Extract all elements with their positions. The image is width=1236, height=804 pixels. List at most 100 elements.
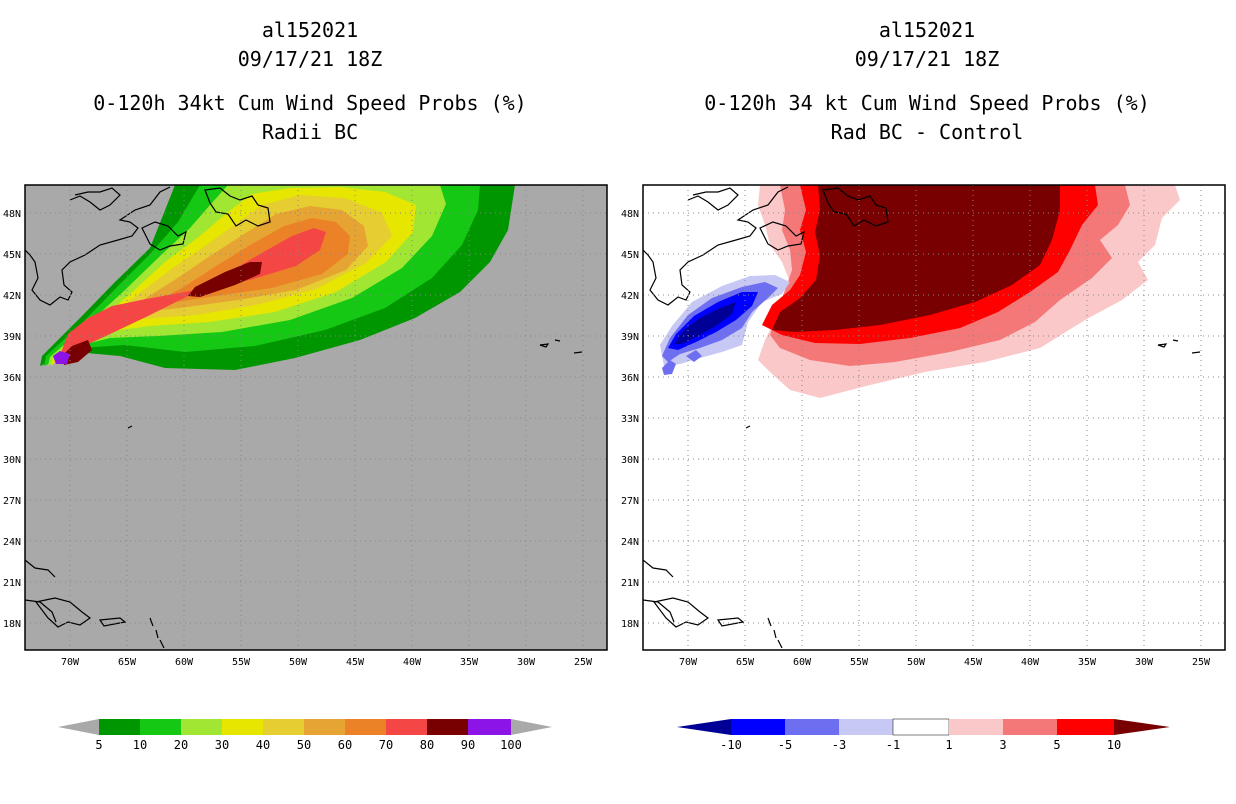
right-x-tick-labels: 70W 65W 60W 55W 50W 45W 40W 35W 30W 25W <box>679 657 1211 668</box>
left-x-tick: 60W <box>175 657 194 668</box>
right-y-tick-labels: 48N 45N 42N 39N 36N 33N 30N 27N 24N 21N … <box>621 209 639 630</box>
right-x-tick: 40W <box>1021 657 1040 668</box>
left-coast-bermuda <box>127 425 133 429</box>
right-colorbar-box-pos5 <box>1057 719 1114 735</box>
right-colorbar-label: -5 <box>778 738 792 752</box>
left-colorbar-box-30 <box>222 719 263 735</box>
right-coast-puerto-rico <box>716 617 745 627</box>
right-coastlines <box>643 186 1201 649</box>
right-diff-neg-blob-2 <box>686 350 702 362</box>
left-colorbar-label: 70 <box>379 738 393 752</box>
left-title-line-2: 09/17/21 18Z <box>238 47 383 71</box>
left-colorbar: 5 10 20 30 40 50 60 70 80 90 100 <box>58 719 552 752</box>
left-y-tick: 45N <box>3 250 21 261</box>
left-colorbar-box-60 <box>345 719 386 735</box>
right-coast-antilles <box>767 617 783 649</box>
left-colorbar-label: 50 <box>297 738 311 752</box>
left-colorbar-label: 10 <box>133 738 147 752</box>
left-coast-azores-1 <box>539 343 550 348</box>
right-x-tick: 35W <box>1078 657 1097 668</box>
left-colorbar-label: 20 <box>174 738 188 752</box>
right-y-tick: 21N <box>621 578 639 589</box>
right-map-frame <box>642 184 1226 651</box>
left-coast-hispaniola <box>34 597 92 628</box>
right-coast-bermuda <box>745 425 751 429</box>
left-contour-90 <box>53 351 70 364</box>
right-title-line-2: 09/17/21 18Z <box>855 47 1000 71</box>
left-x-tick: 35W <box>460 657 479 668</box>
left-x-tick: 40W <box>403 657 422 668</box>
right-x-tick: 25W <box>1192 657 1211 668</box>
left-y-tick: 27N <box>3 496 21 507</box>
left-x-tick: 45W <box>346 657 365 668</box>
right-y-tick: 36N <box>621 373 639 384</box>
right-title-line-3: 0-120h 34 kt Cum Wind Speed Probs (%) <box>704 91 1150 115</box>
left-colorbar-low-arrow <box>58 719 99 735</box>
right-colorbar-label: -3 <box>832 738 846 752</box>
right-colorbar-label: 5 <box>1053 738 1060 752</box>
left-colorbar-label: 100 <box>500 738 522 752</box>
right-x-tick: 60W <box>793 657 812 668</box>
left-y-tick: 24N <box>3 537 21 548</box>
left-colorbar-high-arrow <box>511 719 552 735</box>
left-x-tick: 25W <box>574 657 593 668</box>
left-x-tick: 65W <box>118 657 137 668</box>
left-y-tick-labels: 48N 45N 42N 39N 36N 33N 30N 27N 24N 21N … <box>3 209 21 630</box>
right-colorbar: -10 -5 -3 -1 1 3 5 10 <box>677 718 1170 752</box>
right-colorbar-box-pos3 <box>1003 719 1057 735</box>
right-x-tick: 65W <box>736 657 755 668</box>
left-colorbar-label: 30 <box>215 738 229 752</box>
left-colorbar-box-70 <box>386 719 427 735</box>
left-coast-azores-2 <box>554 339 561 342</box>
left-contour-80-core <box>62 340 92 365</box>
right-x-tick: 50W <box>907 657 926 668</box>
left-y-tick: 39N <box>3 332 21 343</box>
left-map-frame <box>24 184 608 651</box>
left-colorbar-label: 40 <box>256 738 270 752</box>
right-colorbar-box-pos1 <box>949 719 1003 735</box>
left-title-line-1: al152021 <box>262 18 358 42</box>
right-colorbar-box-neg10 <box>731 719 785 735</box>
right-y-tick: 33N <box>621 414 639 425</box>
left-coast-pei <box>141 221 187 251</box>
right-colorbar-label: -10 <box>720 738 742 752</box>
left-y-tick: 18N <box>3 619 21 630</box>
left-colorbar-label: 60 <box>338 738 352 752</box>
right-y-tick: 42N <box>621 291 639 302</box>
right-coast-azores-1 <box>1157 343 1168 348</box>
right-title-line-1: al152021 <box>879 18 975 42</box>
left-coast-azores-3 <box>573 351 583 354</box>
left-colorbar-box-40 <box>263 719 304 735</box>
right-colorbar-box-neg3 <box>839 719 893 735</box>
left-x-tick: 55W <box>232 657 251 668</box>
left-colorbar-box-90 <box>468 719 511 735</box>
left-coast-puerto-rico <box>98 617 127 627</box>
left-colorbar-box-80 <box>427 719 468 735</box>
left-coast-antilles <box>149 617 165 649</box>
left-coast-north-america <box>25 186 171 306</box>
left-x-tick: 70W <box>61 657 80 668</box>
left-x-tick: 50W <box>289 657 308 668</box>
left-contour-80 <box>188 262 262 297</box>
right-x-tick: 30W <box>1135 657 1154 668</box>
left-colorbar-label: 5 <box>95 738 102 752</box>
right-panel: al152021 09/17/21 18Z 0-120h 34 kt Cum W… <box>621 18 1226 752</box>
right-diff-neg-blob-1 <box>662 360 676 375</box>
left-colorbar-box-5 <box>99 719 140 735</box>
right-colorbar-label: -1 <box>886 738 900 752</box>
left-title-line-3: 0-120h 34kt Cum Wind Speed Probs (%) <box>93 91 526 115</box>
left-x-tick: 30W <box>517 657 536 668</box>
left-colorbar-box-10 <box>140 719 181 735</box>
right-coast-gulf <box>687 187 739 211</box>
left-y-tick: 36N <box>3 373 21 384</box>
right-x-tick: 70W <box>679 657 698 668</box>
left-colorbar-label: 80 <box>420 738 434 752</box>
right-colorbar-label: 10 <box>1107 738 1121 752</box>
right-x-tick: 45W <box>964 657 983 668</box>
left-panel: al152021 09/17/21 18Z 0-120h 34kt Cum Wi… <box>3 18 608 752</box>
left-colorbar-box-50 <box>304 719 345 735</box>
right-diff-neg-10 <box>674 302 736 344</box>
left-y-tick: 21N <box>3 578 21 589</box>
right-colorbar-low-arrow <box>677 719 731 735</box>
right-colorbar-box-zero <box>892 718 950 736</box>
